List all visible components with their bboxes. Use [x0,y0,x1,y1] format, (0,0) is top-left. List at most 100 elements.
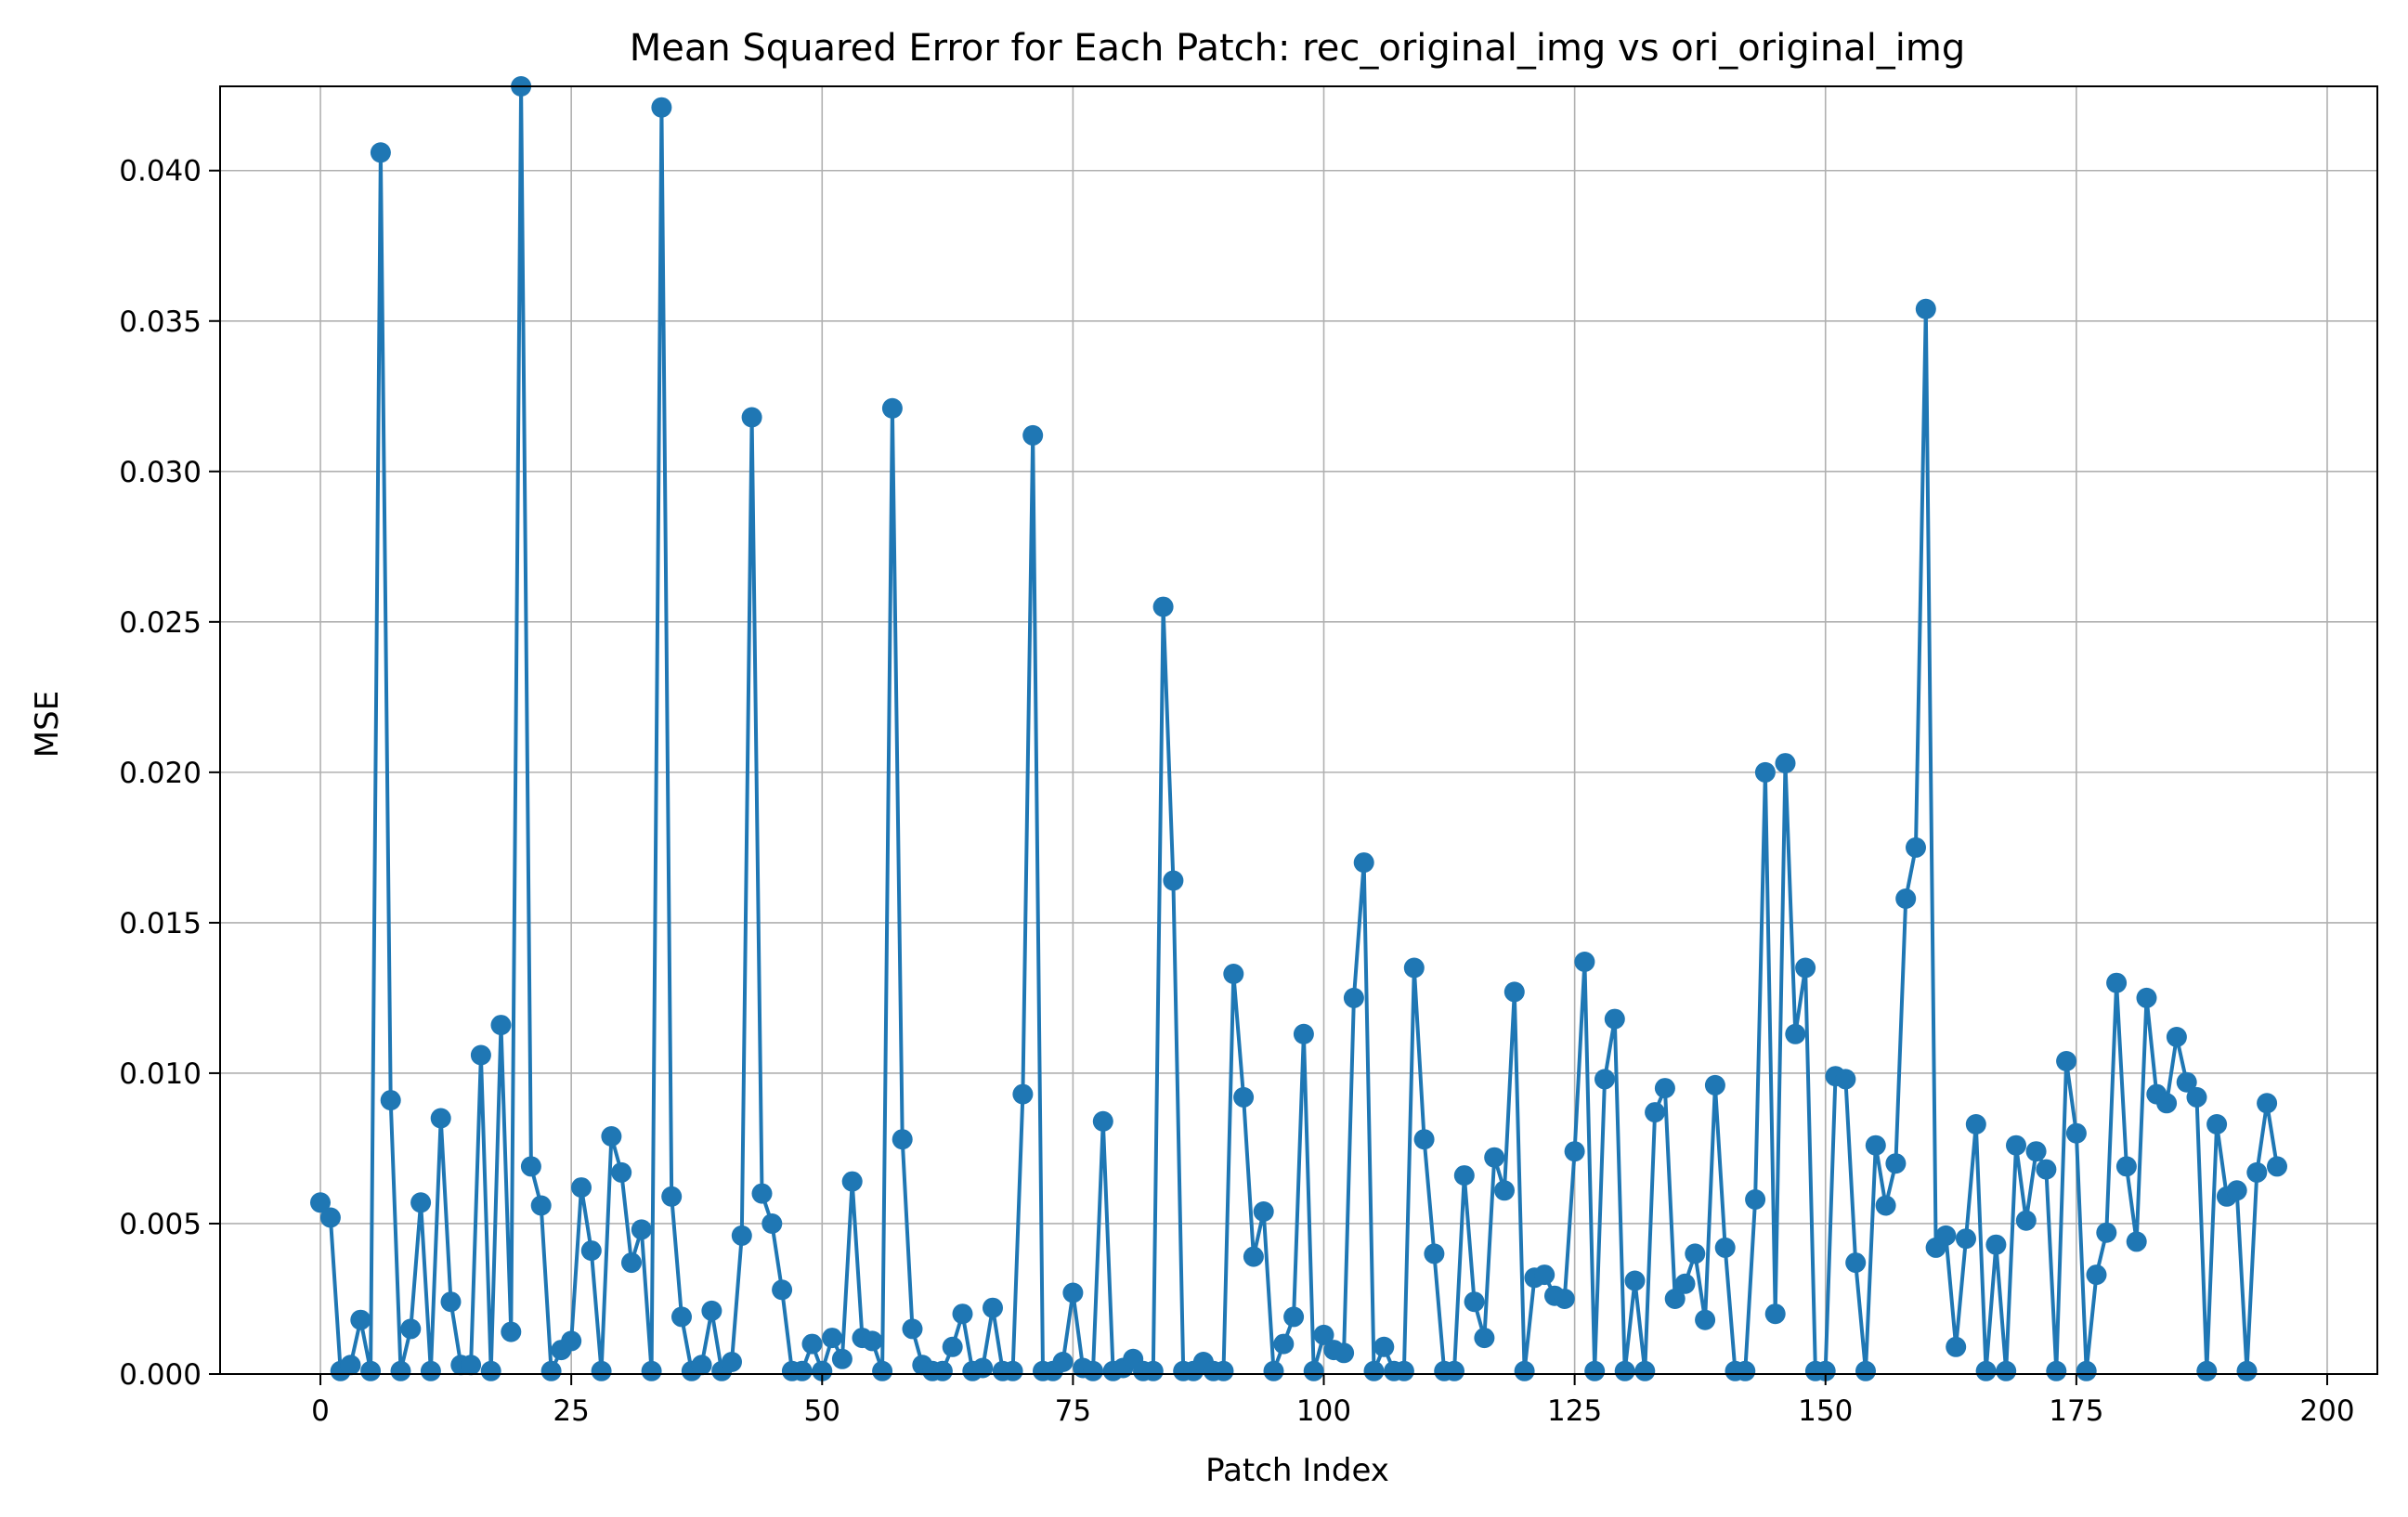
y-tick-label: 0.020 [119,757,202,790]
data-point [2156,1093,2178,1114]
data-point [1253,1201,1274,1222]
data-point [1444,1360,1464,1381]
data-point [530,1195,552,1216]
data-point [1494,1180,1515,1201]
data-point [942,1336,963,1357]
data-point [461,1355,482,1376]
series-line [319,84,2279,1373]
data-point [1695,1309,1716,1330]
data-point [1373,1336,1395,1357]
data-point [1564,1141,1585,1162]
data-point [1906,836,1926,858]
data-point [1223,964,1244,984]
data-point [1363,1360,1385,1381]
data-point [2036,1159,2057,1180]
data-point [952,1303,973,1325]
y-tick-label: 0.015 [119,907,202,940]
data-point [1343,987,1364,1008]
data-point [1403,957,1425,979]
data-point [2106,972,2128,993]
x-tick-label: 200 [2299,1394,2354,1428]
data-point [370,142,391,163]
data-point [812,1360,833,1381]
data-point [1855,1360,1876,1381]
data-point [641,1360,662,1381]
data-point [1754,761,1776,783]
data-point [1334,1342,1355,1364]
data-point [1534,1264,1555,1286]
data-point [1915,298,1936,319]
data-point [1152,596,1174,617]
data-point [2086,1264,2107,1286]
data-point [1574,952,1595,972]
data-point [1704,1074,1725,1096]
data-point [1413,1129,1435,1150]
x-tick-label: 175 [2049,1394,2103,1428]
data-point [2206,1114,2228,1135]
data-point [701,1300,722,1321]
data-point [1503,981,1525,1003]
data-point [2226,1180,2247,1201]
data-point [2267,1156,2287,1177]
data-point [611,1161,632,1183]
data-point [2257,1093,2278,1114]
data-point [631,1219,652,1240]
data-point [881,397,903,419]
data-point [2166,1027,2187,1047]
data-point [1514,1360,1535,1381]
x-tick-label: 150 [1798,1394,1853,1428]
data-point [862,1330,883,1352]
data-point [319,1207,341,1228]
data-point [561,1330,582,1352]
data-point [1092,1110,1113,1132]
data-point [2136,987,2157,1008]
x-tick-label: 75 [1055,1394,1091,1428]
data-point [731,1225,752,1246]
data-point [1554,1289,1575,1309]
data-point [591,1360,612,1381]
data-point [571,1177,592,1199]
data-point [1965,1114,1986,1135]
data-point [501,1321,522,1342]
data-point [1645,1102,1666,1123]
data-point [1775,753,1796,774]
data-point [2115,1156,2137,1177]
data-point [440,1291,462,1313]
data-point [340,1355,361,1376]
data-point [1614,1360,1635,1381]
y-tick-label: 0.040 [119,155,202,188]
data-point [2246,1161,2268,1183]
plot-frame [219,85,2378,1375]
data-point [1393,1360,1414,1381]
data-point [1654,1078,1675,1099]
data-point [1263,1360,1284,1381]
data-point [1996,1360,2017,1381]
data-point [400,1318,422,1340]
data-point [1985,1234,2007,1255]
data-point [1634,1360,1656,1381]
data-point [1795,957,1816,979]
data-point [1946,1336,1967,1357]
data-point [470,1044,491,1066]
data-point [831,1348,853,1369]
y-axis-ticks: 0.000 0.005 0.010 0.015 0.020 0.025 0.030 0.035… [119,155,220,1392]
y-tick-label: 0.005 [119,1208,202,1241]
data-point [1293,1023,1314,1044]
data-point [1975,1360,1997,1381]
data-point [1895,888,1917,909]
data-point [520,1156,541,1177]
data-point [490,1015,512,1036]
data-point [540,1360,562,1381]
x-axis-label: Patch Index [1205,1452,1389,1489]
data-point [1845,1252,1867,1274]
data-point [1283,1306,1305,1328]
data-point [1714,1237,1736,1258]
data-point [1243,1246,1264,1267]
data-point [580,1240,602,1262]
data-point [892,1129,913,1150]
data-point [2046,1360,2067,1381]
data-point [350,1309,371,1330]
data-point [1594,1069,1615,1090]
x-tick-label: 50 [804,1394,840,1428]
